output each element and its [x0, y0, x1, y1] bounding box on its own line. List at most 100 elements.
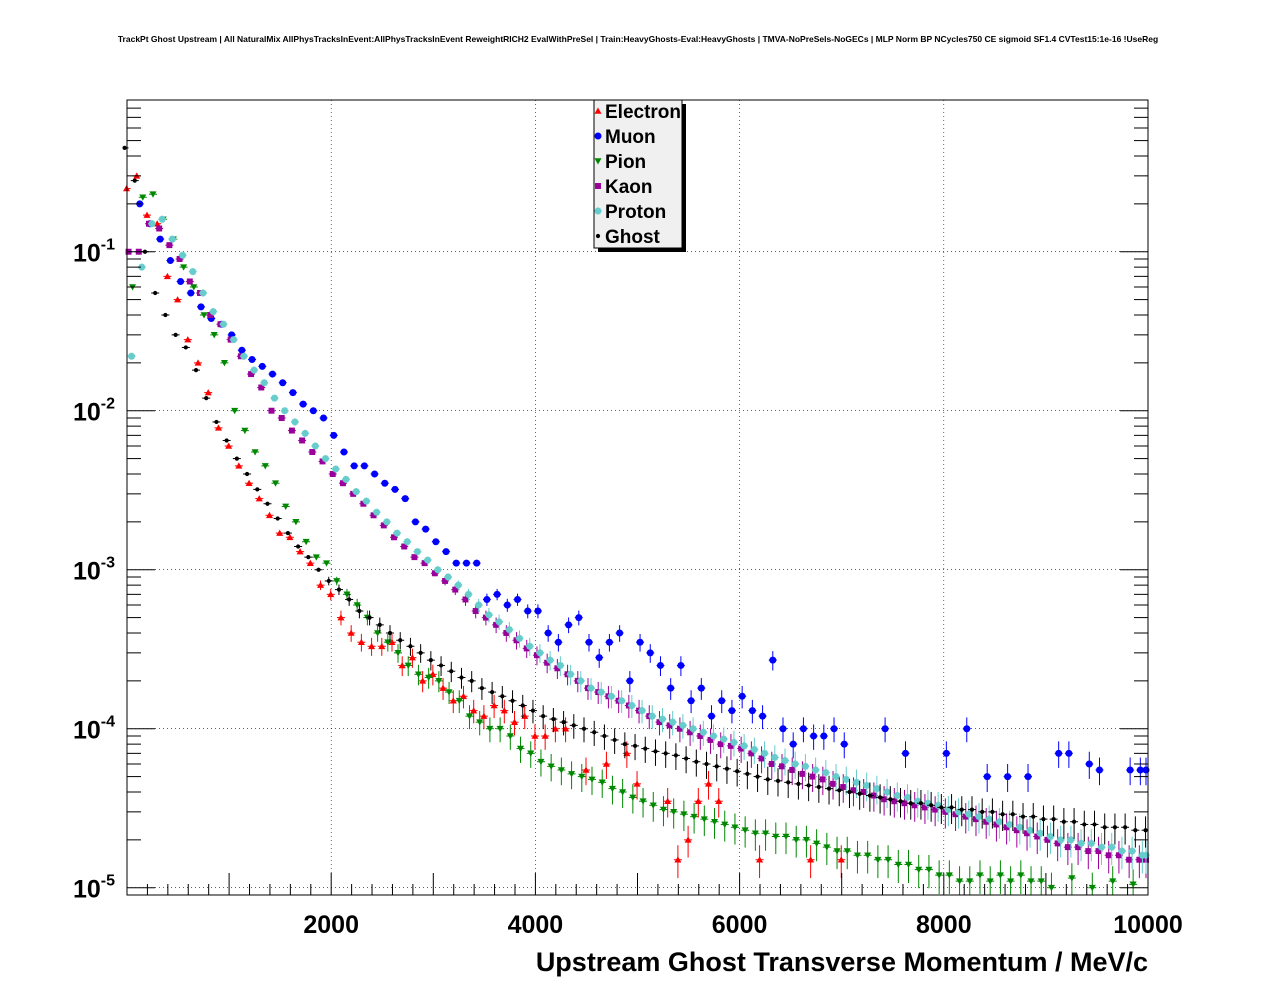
legend-box [593, 99, 683, 249]
data-point-ghost [518, 694, 527, 719]
data-point-muon [646, 644, 655, 663]
data-point-pion [1088, 872, 1097, 895]
y-tick-label: 10-2 [73, 396, 115, 427]
data-point-proton [525, 637, 534, 656]
data-point-electron [142, 211, 151, 218]
legend-entry-muon: Muon [594, 127, 656, 148]
data-point-proton [1026, 816, 1035, 848]
data-point-ghost [181, 345, 190, 350]
data-point-proton [290, 418, 299, 426]
data-point-electron [479, 705, 488, 730]
legend-label: Muon [605, 127, 656, 148]
data-point-ghost [549, 708, 558, 733]
data-point-electron [265, 511, 274, 519]
data-point-muon [411, 518, 420, 526]
data-point-ghost [835, 777, 844, 807]
data-point-ghost [498, 685, 507, 709]
data-point-ghost [1131, 816, 1140, 848]
data-point-proton [872, 775, 881, 805]
data-point-muon [789, 732, 798, 759]
data-point-proton [791, 751, 800, 779]
data-point-proton [893, 782, 902, 812]
data-point-proton [760, 741, 769, 768]
data-point-electron [520, 705, 529, 730]
chart-title: TrackPt Ghost Upstream | All NaturalMix … [118, 34, 1158, 44]
data-point-proton [423, 556, 432, 564]
data-point-pion [853, 840, 862, 874]
data-point-pion [1047, 872, 1056, 895]
data-point-proton [515, 630, 524, 648]
legend-label: Kaon [605, 177, 653, 198]
data-point-ghost [600, 724, 609, 750]
data-point-kaon [165, 242, 174, 249]
data-point-kaon [287, 427, 296, 434]
data-point-pion [720, 810, 729, 842]
data-point-electron [755, 845, 764, 879]
data-point-pion [628, 784, 637, 814]
data-point-muon [697, 678, 706, 700]
data-point-pion [1016, 860, 1025, 895]
data-point-ghost [457, 667, 466, 689]
data-point-ghost [610, 728, 619, 754]
data-point-kaon [410, 554, 419, 561]
data-point-ghost [845, 779, 854, 809]
data-point-proton [780, 748, 789, 776]
data-point-proton [1046, 822, 1055, 855]
data-point-ghost [1090, 810, 1099, 842]
data-point-pion [148, 191, 157, 198]
data-point-muon [156, 235, 165, 243]
data-point-kaon [247, 371, 256, 378]
data-point-proton [1015, 813, 1024, 845]
data-point-pion [822, 832, 831, 866]
data-point-electron [500, 699, 509, 724]
data-point-ghost [641, 736, 650, 763]
legend-entry-kaon: Kaon [595, 177, 653, 198]
data-point-ghost [202, 396, 211, 401]
data-point-ghost [324, 576, 333, 586]
data-point-muon [299, 400, 308, 408]
y-tick-label: 10-1 [73, 237, 115, 268]
data-point-pion [618, 779, 627, 809]
data-point-muon [166, 257, 175, 265]
data-point-ghost [620, 732, 629, 759]
data-point-proton [678, 714, 687, 739]
data-point-muon [268, 370, 277, 378]
data-point-pion [536, 749, 545, 777]
data-point-proton [689, 717, 698, 743]
data-point-proton [199, 289, 208, 297]
data-point-muon [605, 633, 614, 652]
data-point-ghost [171, 332, 180, 337]
data-point-electron [837, 845, 846, 879]
y-tick-base: 10 [73, 558, 101, 586]
data-point-muon [278, 379, 287, 387]
data-point-ghost [580, 717, 589, 743]
legend-marker [595, 233, 601, 239]
data-point-proton [648, 705, 657, 730]
data-point-proton [750, 737, 759, 764]
data-point-muon [738, 685, 747, 709]
data-point-pion [322, 560, 331, 567]
legend-entries: Electron Muon Pion Kaon Proton Ghost [594, 102, 681, 248]
data-point-muon [1054, 741, 1063, 768]
data-point-proton [770, 745, 779, 773]
data-point-kaon [298, 437, 307, 444]
data-point-pion [914, 854, 923, 889]
data-point-proton [546, 651, 555, 671]
data-point-pion [557, 757, 566, 786]
data-point-electron [367, 637, 376, 656]
data-point-muon [1003, 763, 1012, 793]
data-point-pion [567, 761, 576, 790]
data-point-pion [394, 644, 403, 663]
data-point-pion [281, 503, 290, 510]
data-point-pion [414, 664, 423, 686]
data-point-pion [955, 866, 964, 895]
data-point-muon [493, 588, 502, 601]
x-tick-label: 10000 [1113, 911, 1183, 939]
data-point-pion [659, 796, 668, 827]
data-point-pion [904, 849, 913, 884]
data-point-pion [506, 724, 515, 750]
data-point-pion [251, 449, 260, 456]
data-point-pion [935, 860, 944, 895]
legend-entry-pion: Pion [594, 152, 646, 173]
data-point-proton [821, 760, 830, 788]
